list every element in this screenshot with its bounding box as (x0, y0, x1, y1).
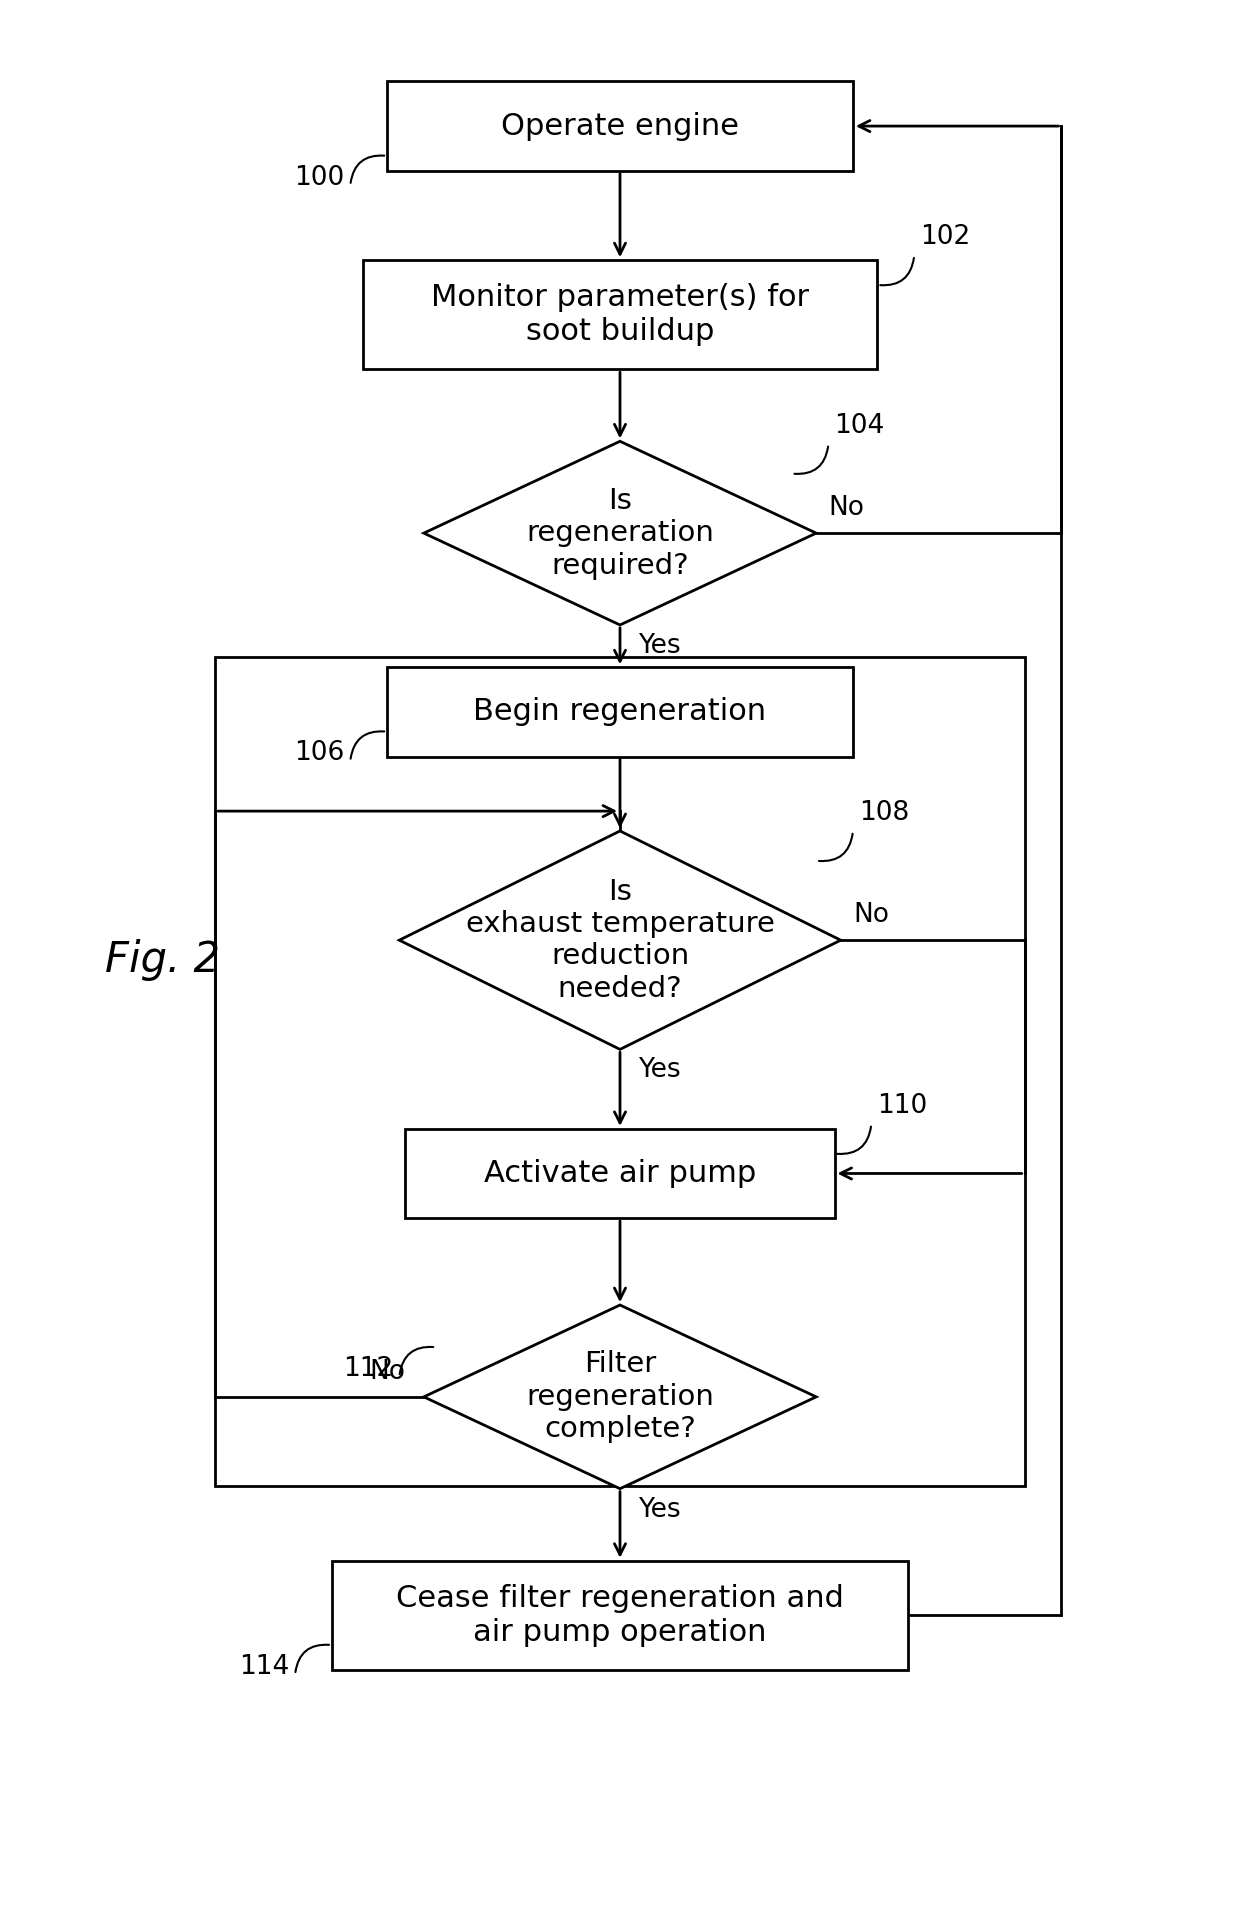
Text: 106: 106 (294, 741, 345, 766)
Text: Cease filter regeneration and
air pump operation: Cease filter regeneration and air pump o… (396, 1584, 844, 1647)
Text: Activate air pump: Activate air pump (484, 1159, 756, 1188)
Text: Monitor parameter(s) for
soot buildup: Monitor parameter(s) for soot buildup (432, 284, 808, 345)
Text: 108: 108 (859, 801, 909, 826)
Text: Yes: Yes (639, 1497, 681, 1522)
Text: 102: 102 (920, 224, 971, 251)
Polygon shape (424, 442, 816, 625)
Text: No: No (370, 1358, 405, 1385)
Polygon shape (424, 1306, 816, 1489)
Text: 100: 100 (294, 164, 345, 191)
Text: No: No (853, 903, 889, 928)
Text: Filter
regeneration
complete?: Filter regeneration complete? (526, 1350, 714, 1443)
FancyBboxPatch shape (332, 1561, 908, 1671)
FancyBboxPatch shape (362, 260, 878, 368)
Text: Operate engine: Operate engine (501, 112, 739, 141)
Text: Yes: Yes (639, 633, 681, 660)
Text: 114: 114 (239, 1653, 289, 1680)
Text: Is
regeneration
required?: Is regeneration required? (526, 486, 714, 579)
Text: Begin regeneration: Begin regeneration (474, 696, 766, 727)
Text: 112: 112 (343, 1356, 393, 1381)
Text: Fig. 2: Fig. 2 (105, 939, 219, 982)
Text: No: No (828, 496, 864, 521)
Text: Is
exhaust temperature
reduction
needed?: Is exhaust temperature reduction needed? (465, 878, 775, 1003)
FancyBboxPatch shape (405, 1128, 835, 1217)
Text: 104: 104 (835, 413, 885, 438)
Polygon shape (399, 831, 841, 1049)
FancyBboxPatch shape (387, 81, 853, 172)
Text: 110: 110 (878, 1094, 928, 1119)
FancyBboxPatch shape (387, 667, 853, 756)
Text: Yes: Yes (639, 1057, 681, 1084)
